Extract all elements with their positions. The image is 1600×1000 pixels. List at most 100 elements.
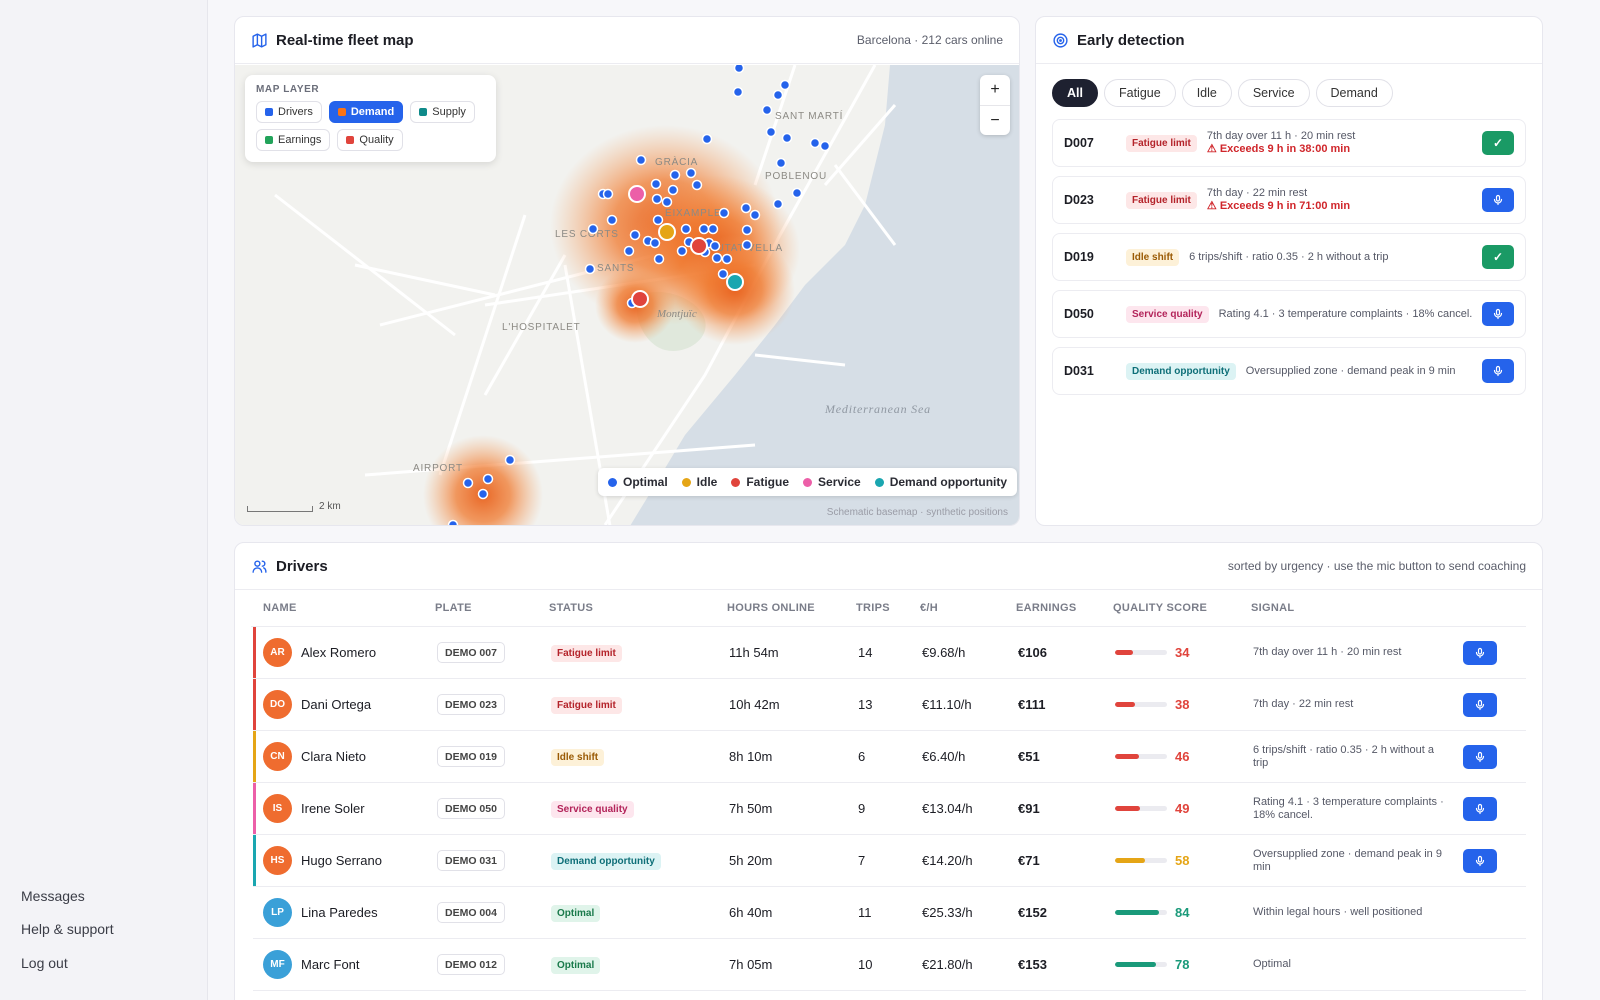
place-label: L'HOSPITALET xyxy=(502,322,581,333)
urgency-stripe xyxy=(253,679,256,730)
quality-value: 34 xyxy=(1175,645,1190,660)
status-badge: Optimal xyxy=(551,956,601,974)
send-coaching-button[interactable] xyxy=(1463,848,1497,873)
driver-name[interactable]: Hugo Serrano xyxy=(301,853,382,868)
earnings: €153 xyxy=(1018,957,1047,972)
driver-name[interactable]: Irene Soler xyxy=(301,801,365,816)
legend-item-fatigue: Fatigue xyxy=(731,475,789,489)
send-coaching-button[interactable] xyxy=(1463,744,1497,769)
column-header[interactable]: €/H xyxy=(920,602,939,614)
filter-all[interactable]: All xyxy=(1052,79,1098,107)
column-header[interactable]: NAME xyxy=(263,602,297,614)
acknowledge-button[interactable]: ✓ xyxy=(1482,131,1514,155)
driver-name-cell: AR Alex Romero xyxy=(253,638,437,667)
layer-chip-quality[interactable]: Quality xyxy=(337,129,403,151)
quality-value: 49 xyxy=(1175,801,1190,816)
avatar: DO xyxy=(263,690,292,719)
layer-chip-drivers[interactable]: Drivers xyxy=(256,101,322,123)
send-coaching-button[interactable] xyxy=(1482,302,1514,326)
detection-item[interactable]: D023 Fatigue limit 7th day · 22 min rest… xyxy=(1052,176,1526,224)
status-badge: Fatigue limit xyxy=(1126,134,1197,152)
table-row[interactable]: LP Lina Paredes DEMO 004 Optimal 6h 40m 11 €25… xyxy=(253,887,1526,939)
status-badge: Demand opportunity xyxy=(1126,362,1236,380)
zoom-in-button[interactable]: + xyxy=(990,81,1000,98)
supply-swatch xyxy=(419,108,428,116)
map-canvas[interactable]: GRÀCIA SANT MARTÍ POBLENOU EIXAMPLE LES … xyxy=(235,65,1019,525)
table-row[interactable]: CN Clara Nieto DEMO 019 Idle shift 8h 10m 6 €6… xyxy=(253,731,1526,783)
quality-bar xyxy=(1115,702,1167,707)
quality-score: 38 xyxy=(1115,697,1253,712)
table-row[interactable]: DO Dani Ortega DEMO 023 Fatigue limit 10h 42… xyxy=(253,679,1526,731)
sidebar-item-help[interactable]: Help & support xyxy=(21,921,114,937)
driver-name[interactable]: Dani Ortega xyxy=(301,697,372,712)
acknowledge-button[interactable]: ✓ xyxy=(1482,245,1514,269)
detection-item[interactable]: D031 Demand opportunity Oversupplied zon… xyxy=(1052,347,1526,395)
quality-bar xyxy=(1115,858,1167,863)
signal-text: 7th day over 11 h · 20 min rest xyxy=(1253,646,1402,658)
avatar: HS xyxy=(263,846,292,875)
filter-idle[interactable]: Idle xyxy=(1181,79,1232,107)
mic-icon xyxy=(1493,308,1503,320)
driver-name[interactable]: Alex Romero xyxy=(301,645,377,660)
column-header[interactable]: HOURS ONLINE xyxy=(727,602,815,614)
place-label: GRÀCIA xyxy=(655,155,698,168)
sidebar-item-messages[interactable]: Messages xyxy=(21,888,85,904)
quality-value: 38 xyxy=(1175,697,1190,712)
detection-filters: All Fatigue Idle Service Demand xyxy=(1036,64,1542,107)
basemap: GRÀCIA SANT MARTÍ POBLENOU EIXAMPLE LES … xyxy=(274,65,1019,525)
signal-text: 6 trips/shift · ratio 0.35 · 2 h without… xyxy=(1253,743,1434,769)
plate-badge: DEMO 023 xyxy=(437,694,505,715)
driver-id: D007 xyxy=(1064,136,1094,150)
filter-fatigue[interactable]: Fatigue xyxy=(1103,79,1176,107)
detection-item[interactable]: D019 Idle shift 6 trips/shift · ratio 0.… xyxy=(1052,233,1526,281)
column-header[interactable]: SIGNAL xyxy=(1251,602,1295,614)
detection-text: 7th day over 11 h · 20 min rest ⚠ Exceed… xyxy=(1207,130,1474,156)
sidebar-item-logout[interactable]: Log out xyxy=(21,955,68,971)
quality-bar xyxy=(1115,650,1167,655)
layer-chip-supply[interactable]: Supply xyxy=(410,101,475,123)
send-coaching-button[interactable] xyxy=(1482,359,1514,383)
detection-item[interactable]: D007 Fatigue limit 7th day over 11 h · 2… xyxy=(1052,119,1526,167)
legend-item-idle: Idle xyxy=(681,475,717,489)
table-row[interactable]: HS Hugo Serrano DEMO 031 Demand opportunity… xyxy=(253,835,1526,887)
column-header[interactable]: QUALITY SCORE xyxy=(1113,602,1208,614)
layer-chip-demand[interactable]: Demand xyxy=(328,101,404,123)
send-coaching-button[interactable] xyxy=(1482,188,1514,212)
column-header[interactable]: EARNINGS xyxy=(1016,602,1077,614)
table-row[interactable]: AR Alex Romero DEMO 007 Fatigue limit 11h 54… xyxy=(253,627,1526,679)
alert-markers[interactable] xyxy=(628,185,744,308)
chip-label: Earnings xyxy=(278,134,322,146)
mic-icon xyxy=(1475,803,1485,814)
earnings: €51 xyxy=(1018,749,1040,764)
sidebar: Messages Help & support Log out xyxy=(0,0,208,1000)
map-layer-panel: MAP LAYER Drivers Demand Supply Earnings… xyxy=(245,75,496,162)
quality-score: 84 xyxy=(1115,905,1253,920)
detection-item[interactable]: D050 Service quality Rating 4.1 · 3 temp… xyxy=(1052,290,1526,338)
quality-value: 84 xyxy=(1175,905,1190,920)
quality-score: 46 xyxy=(1115,749,1253,764)
status-badge: Demand opportunity xyxy=(551,852,661,870)
hours-online: 6h 40m xyxy=(729,905,773,920)
driver-name[interactable]: Clara Nieto xyxy=(301,749,367,764)
table-row[interactable]: MF Marc Font DEMO 012 Optimal 7h 05m 10 €21.80… xyxy=(253,939,1526,991)
quality-value: 46 xyxy=(1175,749,1190,764)
driver-name[interactable]: Lina Paredes xyxy=(301,905,378,920)
drivers-card: Drivers sorted by urgency · use the mic … xyxy=(234,542,1543,1000)
place-label: AIRPORT xyxy=(413,463,463,474)
driver-name[interactable]: Marc Font xyxy=(301,957,360,972)
column-header[interactable]: STATUS xyxy=(549,602,594,614)
trips-count: 6 xyxy=(858,749,866,764)
send-coaching-button[interactable] xyxy=(1463,796,1497,821)
table-row[interactable]: IS Irene Soler DEMO 050 Service quality 7h 5… xyxy=(253,783,1526,835)
filter-service[interactable]: Service xyxy=(1237,79,1310,107)
plate-badge: DEMO 019 xyxy=(437,746,505,767)
zoom-out-button[interactable]: − xyxy=(980,105,1010,135)
column-header[interactable]: TRIPS xyxy=(856,602,890,614)
send-coaching-button[interactable] xyxy=(1463,692,1497,717)
layer-chip-earnings[interactable]: Earnings xyxy=(256,129,331,151)
filter-demand[interactable]: Demand xyxy=(1315,79,1393,107)
quality-bar xyxy=(1115,910,1167,915)
column-header[interactable]: PLATE xyxy=(435,602,472,614)
send-coaching-button[interactable] xyxy=(1463,640,1497,665)
trips-count: 9 xyxy=(858,801,866,816)
